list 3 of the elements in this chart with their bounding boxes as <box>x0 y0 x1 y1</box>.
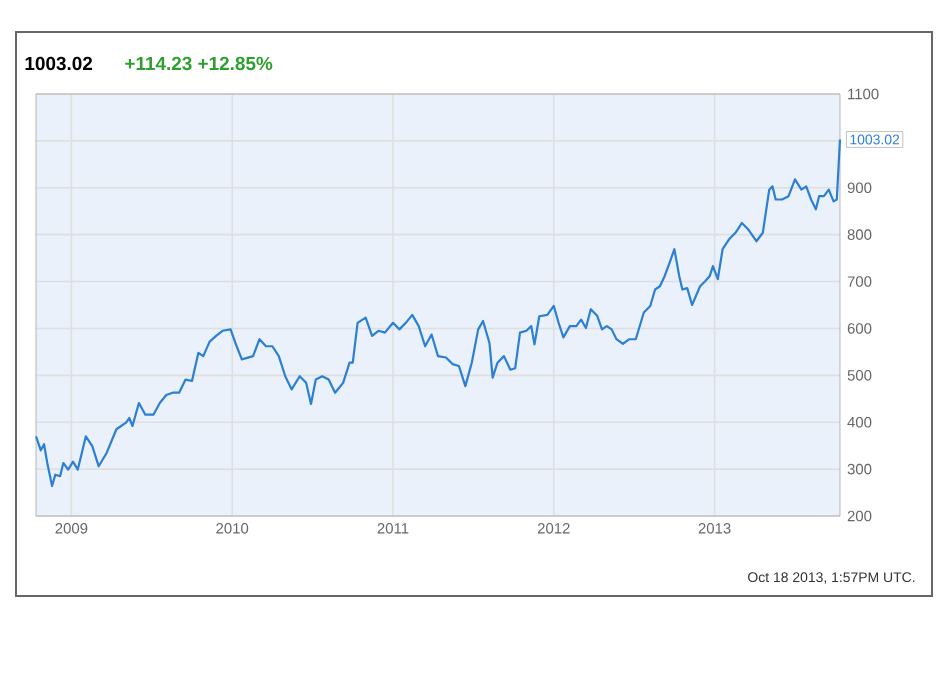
chart-subtitle: +114.23 +12.85% <box>125 56 273 71</box>
chart-title: 1003.02 <box>25 56 93 71</box>
line-series <box>34 138 842 488</box>
